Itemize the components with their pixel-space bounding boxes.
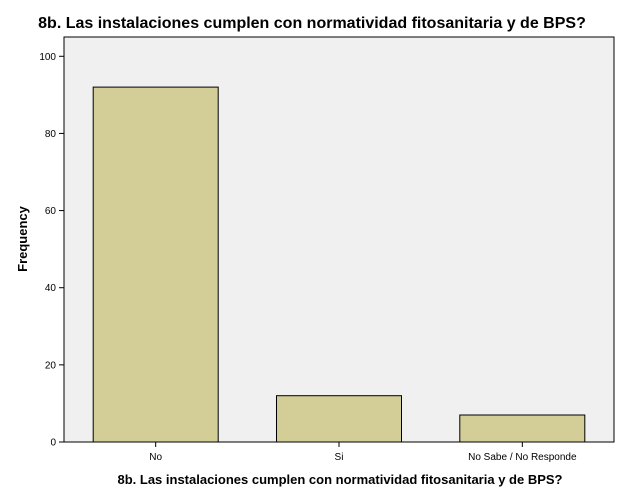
chart-title: 8b. Las instalaciones cumplen con normat… <box>38 15 586 32</box>
y-tick-label: 80 <box>45 129 57 140</box>
x-axis: No Si No Sabe / No Responde <box>149 442 577 463</box>
y-tick-label: 40 <box>45 283 57 294</box>
y-tick-label: 20 <box>45 360 57 371</box>
x-tick-label: No <box>149 452 162 463</box>
x-axis-title: 8b. Las instalaciones cumplen con normat… <box>117 472 562 487</box>
bars-group <box>92 86 586 443</box>
bar-si <box>276 395 402 443</box>
bar-no <box>92 86 219 443</box>
y-tick-label: 100 <box>39 52 56 63</box>
x-tick-label: No Sabe / No Responde <box>468 452 577 463</box>
x-tick-label: Si <box>335 452 344 463</box>
y-axis-title: Frequency <box>15 205 30 272</box>
bar-no-sabe-no-responde <box>459 414 586 443</box>
y-tick-label: 0 <box>50 438 56 449</box>
y-tick-label: 60 <box>45 206 57 217</box>
y-axis: 0 20 40 60 80 100 <box>39 52 64 449</box>
